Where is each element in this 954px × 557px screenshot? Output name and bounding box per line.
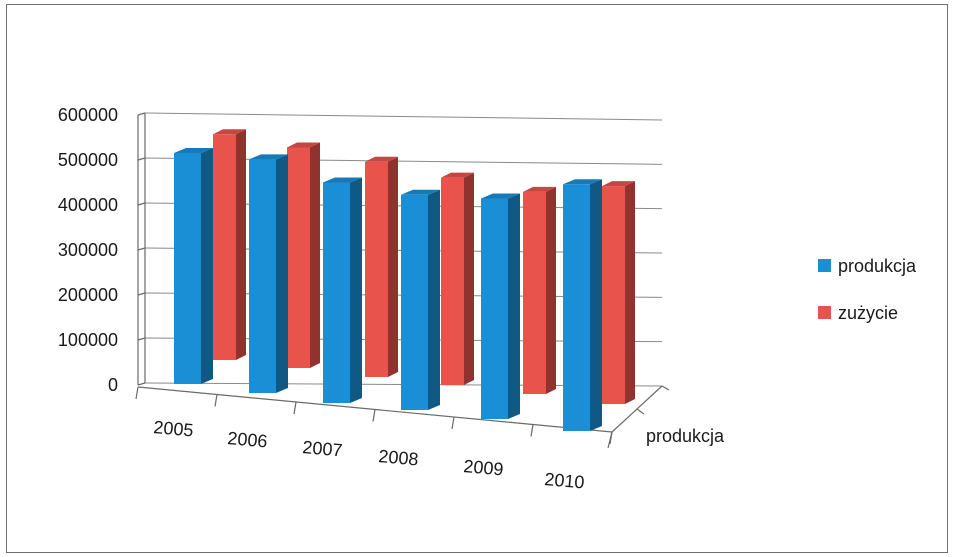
bar-produkcja-2010-side [590,179,602,431]
bar-produkcja-2007-side [350,177,362,403]
bar-produkcja-2008-side [428,189,440,410]
bar-zuzycie-2008-top [441,172,474,178]
bar-produkcja-2006-top [249,154,288,160]
bar-produkcja-2010-top [563,179,602,185]
label-layer: 0 100000 200000 300000 400000 500000 600000 pro… [58,105,725,492]
x-tick-mark [135,386,139,400]
bar-produkcja-2008-top [401,189,440,195]
bar-produkcja-2008 [401,189,440,410]
bar-zuzycie-2009-top [523,186,556,192]
bar-produkcja-2010 [563,179,602,431]
bar-produkcja-2007-front [323,182,350,403]
bar-zuzycie-2008 [441,172,474,385]
bar-produkcja-2005-front [174,153,201,384]
bar-zuzycie-2009-side [546,186,556,394]
bar-zuzycie-2005-side [236,129,246,360]
y-tick-label: 400000 [58,195,118,215]
legend-swatch-zuzycie [818,306,831,319]
legend-swatch-produkcja [818,259,831,272]
bar-zuzycie-2006 [287,142,320,368]
bar-produkcja-2009-side [508,193,520,419]
bar-produkcja-2010-front [563,184,590,431]
y-tick-label: 600000 [58,105,118,125]
x-tick-label: 2008 [378,446,420,469]
bar-zuzycie-2008-side [464,172,474,385]
bar-zuzycie-2008-front [441,177,464,385]
bar-zuzycie-2010-top [602,181,635,187]
produkcja-bars [174,148,602,431]
bar-zuzycie-2010-front [602,186,625,404]
depth-axis-label: produkcja [646,426,725,446]
y-tick-label: 100000 [58,330,118,350]
y-tick-label: 300000 [58,240,118,260]
x-tick-label: 2010 [544,469,586,492]
bar-produkcja-2006-front [249,159,276,393]
bar-produkcja-2009-front [481,198,508,419]
y-tick-label: 200000 [58,285,118,305]
bar-zuzycie-2009 [523,186,556,394]
bar-zuzycie-2005-top [213,129,246,135]
y-tick-label: 0 [108,375,118,395]
bar-produkcja-2005-side [201,148,213,384]
bar-produkcja-2008-front [401,194,428,410]
legend-label-produkcja: produkcja [838,256,917,276]
y-tick-label: 500000 [58,150,118,170]
x-tick-mark [530,424,534,437]
legend-label-zuzycie: zużycie [838,303,898,323]
bar-zuzycie-2010-side [625,181,635,404]
depth-tick-mark [636,408,645,415]
y-tick-mark [137,247,146,251]
bar-produkcja-2006-side [276,154,288,393]
y-tick-mark [137,337,146,341]
bar-zuzycie-2007-top [365,156,398,162]
bar-zuzycie-2006-side [310,142,320,368]
axis-layer [135,112,670,449]
y-tick-mark [137,292,146,296]
bar-zuzycie-2006-top [287,142,320,148]
depth-tick-mark [607,431,613,449]
x-tick-mark [372,409,376,422]
x-tick-mark [214,394,218,407]
zuzycie-bars [213,129,635,404]
x-tick-label: 2006 [227,428,269,451]
gridline [144,112,663,121]
bar-zuzycie-2010 [602,181,635,404]
y-tick-mark [137,382,146,386]
bar-zuzycie-2005 [213,129,246,360]
x-tick-label: 2009 [463,456,505,479]
bar-zuzycie-2009-front [523,191,546,394]
bar-produkcja-2005-top [174,148,213,153]
bar-produkcja-2007 [323,177,362,403]
bar-produkcja-2005 [174,148,213,384]
bar-zuzycie-2006-front [287,147,310,368]
x-tick-label: 2005 [153,417,195,440]
legend: produkcja zużycie [818,256,917,323]
y-tick-mark [137,202,146,206]
bar-produkcja-2009-top [481,193,520,199]
y-tick-mark [137,157,146,161]
bar-produkcja-2006 [249,154,288,393]
bar-zuzycie-2007 [365,156,398,377]
bar-produkcja-2009 [481,193,520,419]
bar-zuzycie-2007-side [388,156,398,377]
x-tick-mark [293,401,297,415]
x-tick-mark [451,416,455,430]
x-tick-label: 2007 [302,437,344,460]
bar-zuzycie-2005-front [213,134,236,360]
depth-tick-mark [661,385,670,391]
chart-frame [6,4,948,553]
y-tick-mark [137,112,146,116]
bar-produkcja-2007-top [323,177,362,183]
bar-zuzycie-2007-front [365,161,388,377]
